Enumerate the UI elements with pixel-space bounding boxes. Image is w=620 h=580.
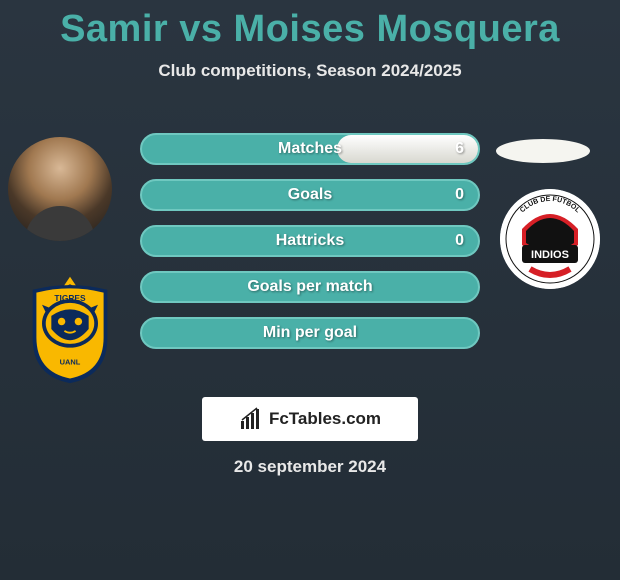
brand-text: FcTables.com <box>269 409 381 429</box>
club-left-badge: TIGRES UANL <box>20 273 120 397</box>
stat-value: 0 <box>455 181 464 209</box>
stat-label: Min per goal <box>142 319 478 347</box>
stat-value: 6 <box>455 135 464 163</box>
indios-logo-icon: CLUB DE FUTBOL INDIOS <box>500 189 600 289</box>
stat-bar-hattricks: Hattricks 0 <box>140 225 480 257</box>
svg-text:TIGRES: TIGRES <box>54 293 86 303</box>
stat-bars: Matches 6 Goals 0 Hattricks 0 Goals per … <box>140 133 480 363</box>
stat-label: Goals <box>142 181 478 209</box>
stat-label: Matches <box>142 135 478 163</box>
stat-bar-min-per-goal: Min per goal <box>140 317 480 349</box>
date-text: 20 september 2024 <box>0 457 620 477</box>
tigres-logo-icon: TIGRES UANL <box>20 273 120 385</box>
comparison-area: TIGRES UANL CLUB DE FUTBOL INDIOS <box>0 111 620 391</box>
page-title: Samir vs Moises Mosquera <box>0 0 620 51</box>
chart-icon <box>239 407 263 431</box>
stat-bar-goals-per-match: Goals per match <box>140 271 480 303</box>
player-left-photo <box>8 137 112 241</box>
club-right-badge: CLUB DE FUTBOL INDIOS <box>500 189 600 289</box>
stat-label: Goals per match <box>142 273 478 301</box>
player-right-placeholder <box>496 139 590 163</box>
svg-text:UANL: UANL <box>60 357 81 366</box>
stat-bar-goals: Goals 0 <box>140 179 480 211</box>
stat-label: Hattricks <box>142 227 478 255</box>
svg-text:INDIOS: INDIOS <box>531 249 569 261</box>
subtitle: Club competitions, Season 2024/2025 <box>0 61 620 81</box>
stat-value: 0 <box>455 227 464 255</box>
brand-badge: FcTables.com <box>202 397 418 441</box>
stat-bar-matches: Matches 6 <box>140 133 480 165</box>
